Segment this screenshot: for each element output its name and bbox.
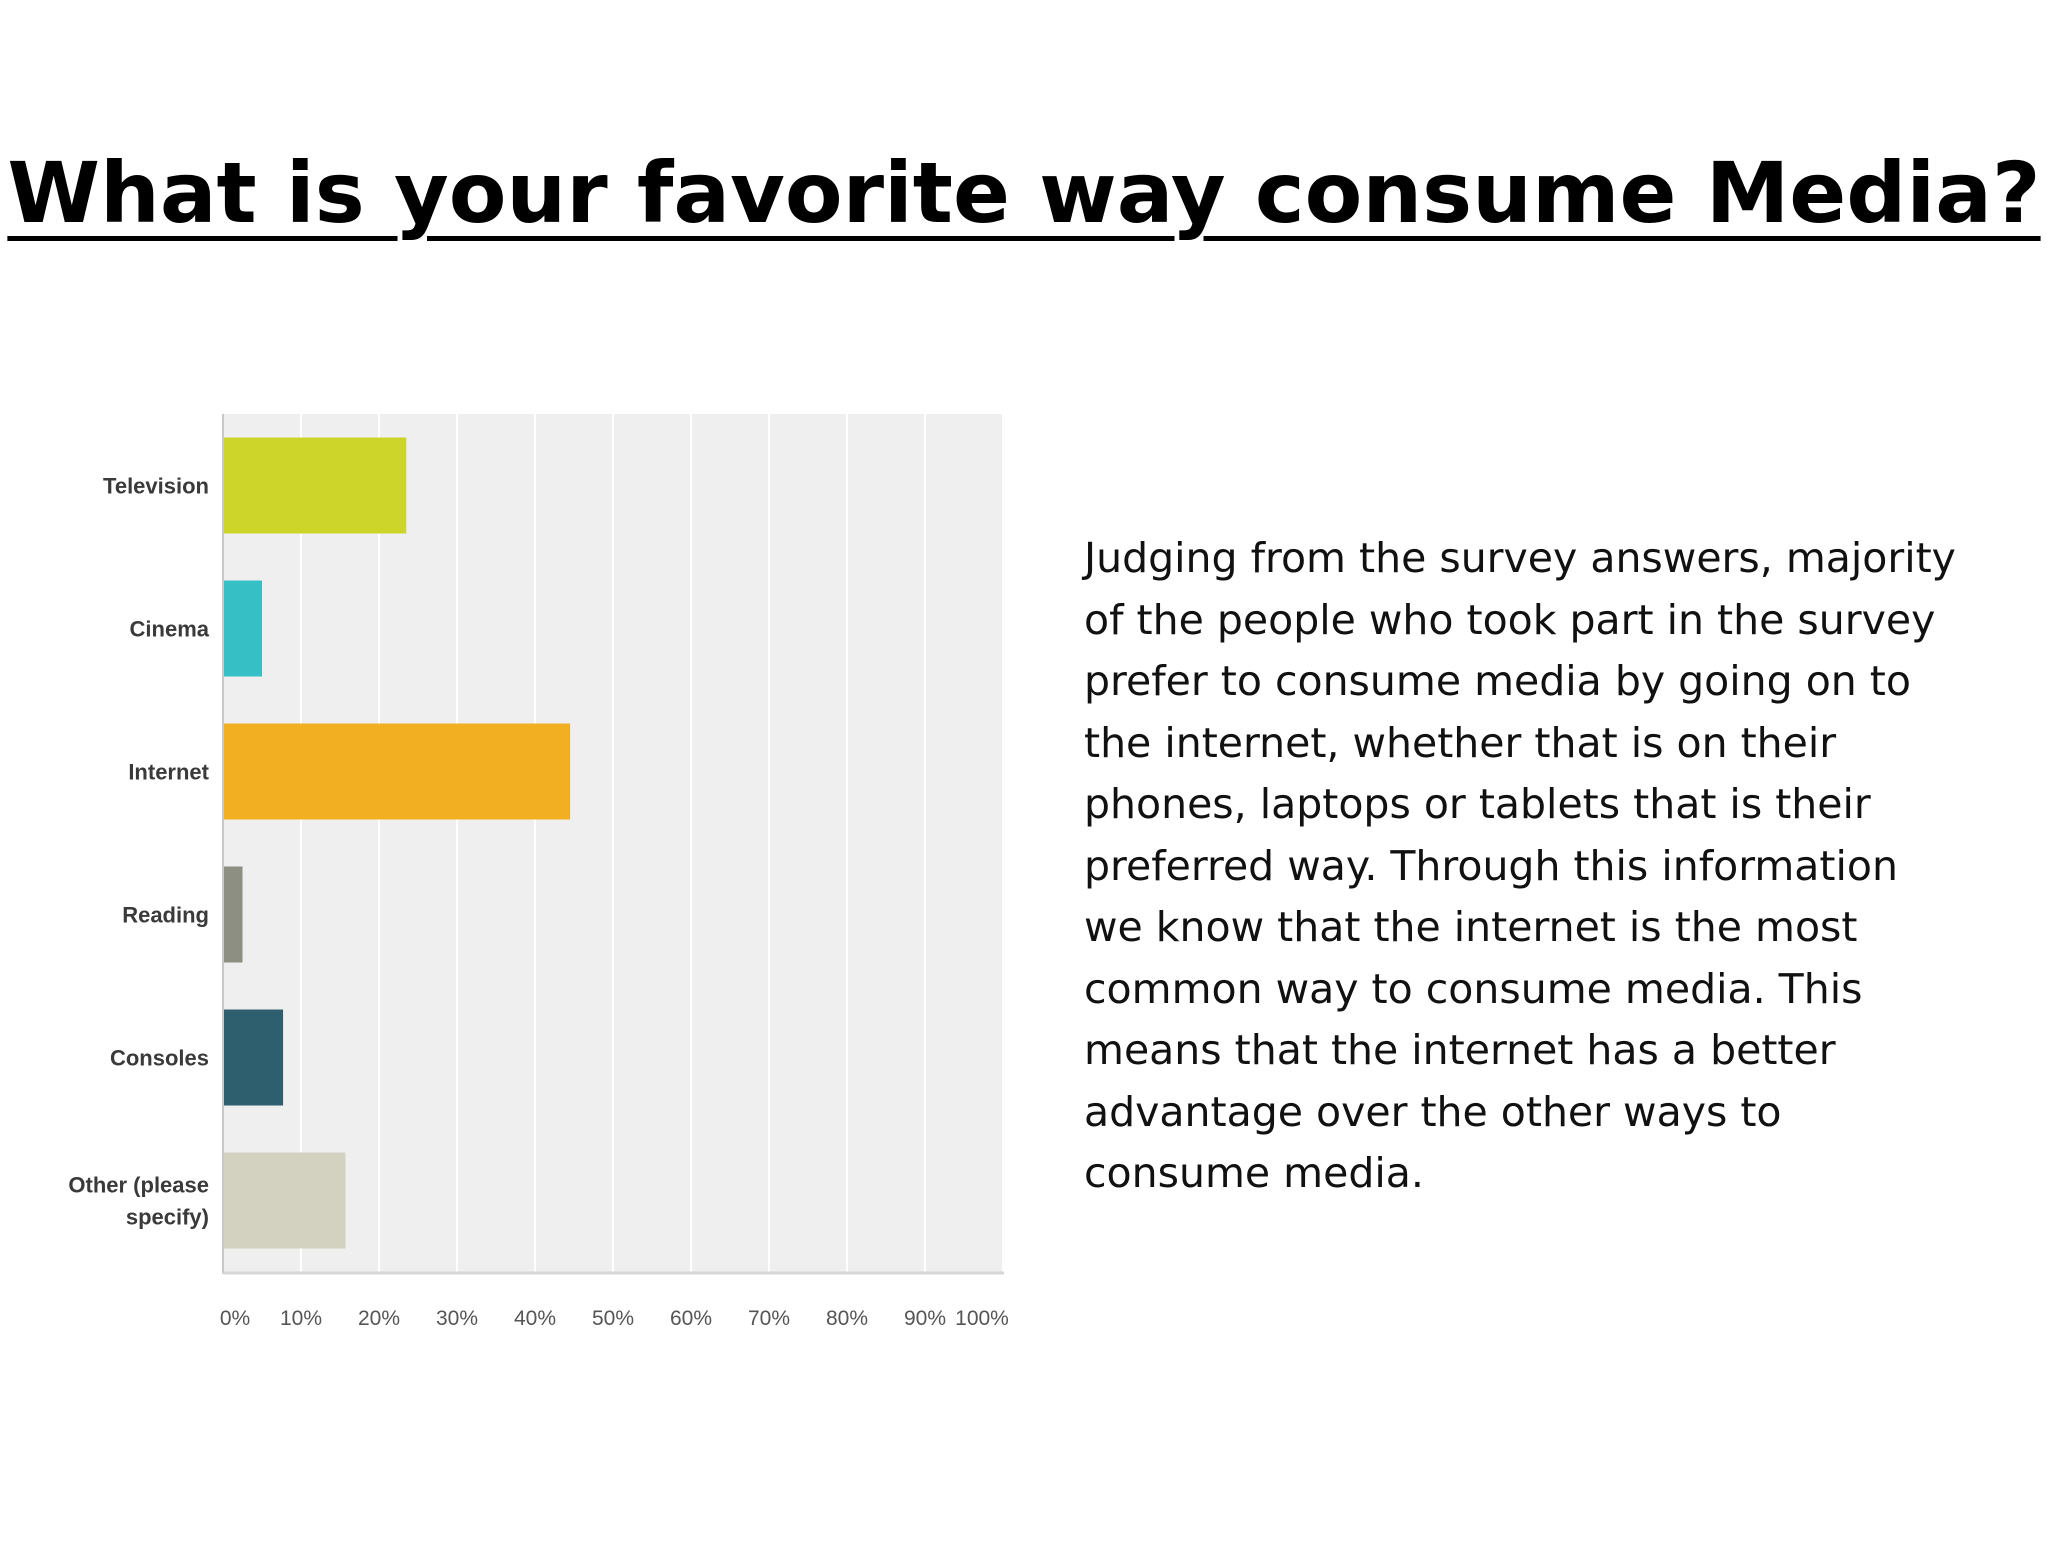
x-tick-label: 30%: [436, 1307, 478, 1330]
slide-title: What is your favorite way consume Media?: [0, 138, 2048, 248]
category-label: Reading: [122, 903, 209, 928]
x-tick-label: 0%: [220, 1307, 250, 1330]
x-tick-label: 80%: [826, 1307, 868, 1330]
x-tick-label: 40%: [514, 1307, 556, 1330]
x-tick-label: 60%: [670, 1307, 712, 1330]
x-tick-label: 100%: [955, 1307, 1009, 1330]
x-tick-label: 10%: [280, 1307, 322, 1330]
category-label: Cinema: [130, 617, 210, 642]
x-tick-label: 50%: [592, 1307, 634, 1330]
x-tick-label: 90%: [904, 1307, 946, 1330]
category-label: Television: [103, 474, 209, 499]
bar-reading: [223, 866, 243, 963]
bar-other-please-specify: [223, 1152, 346, 1249]
bar-television: [223, 437, 407, 534]
category-label: Other (please specify): [68, 1173, 209, 1230]
bar-consoles: [223, 1009, 284, 1106]
bar-cinema: [223, 580, 262, 677]
bar-internet: [223, 723, 571, 820]
category-label: Internet: [128, 760, 209, 785]
x-tick-label: 20%: [358, 1307, 400, 1330]
slide-title-text: What is your favorite way consume Media?: [7, 144, 2041, 242]
category-label: Consoles: [110, 1046, 209, 1071]
x-tick-label: 70%: [748, 1307, 790, 1330]
slide-body-text: Judging from the survey answers, majorit…: [1084, 534, 1956, 1197]
